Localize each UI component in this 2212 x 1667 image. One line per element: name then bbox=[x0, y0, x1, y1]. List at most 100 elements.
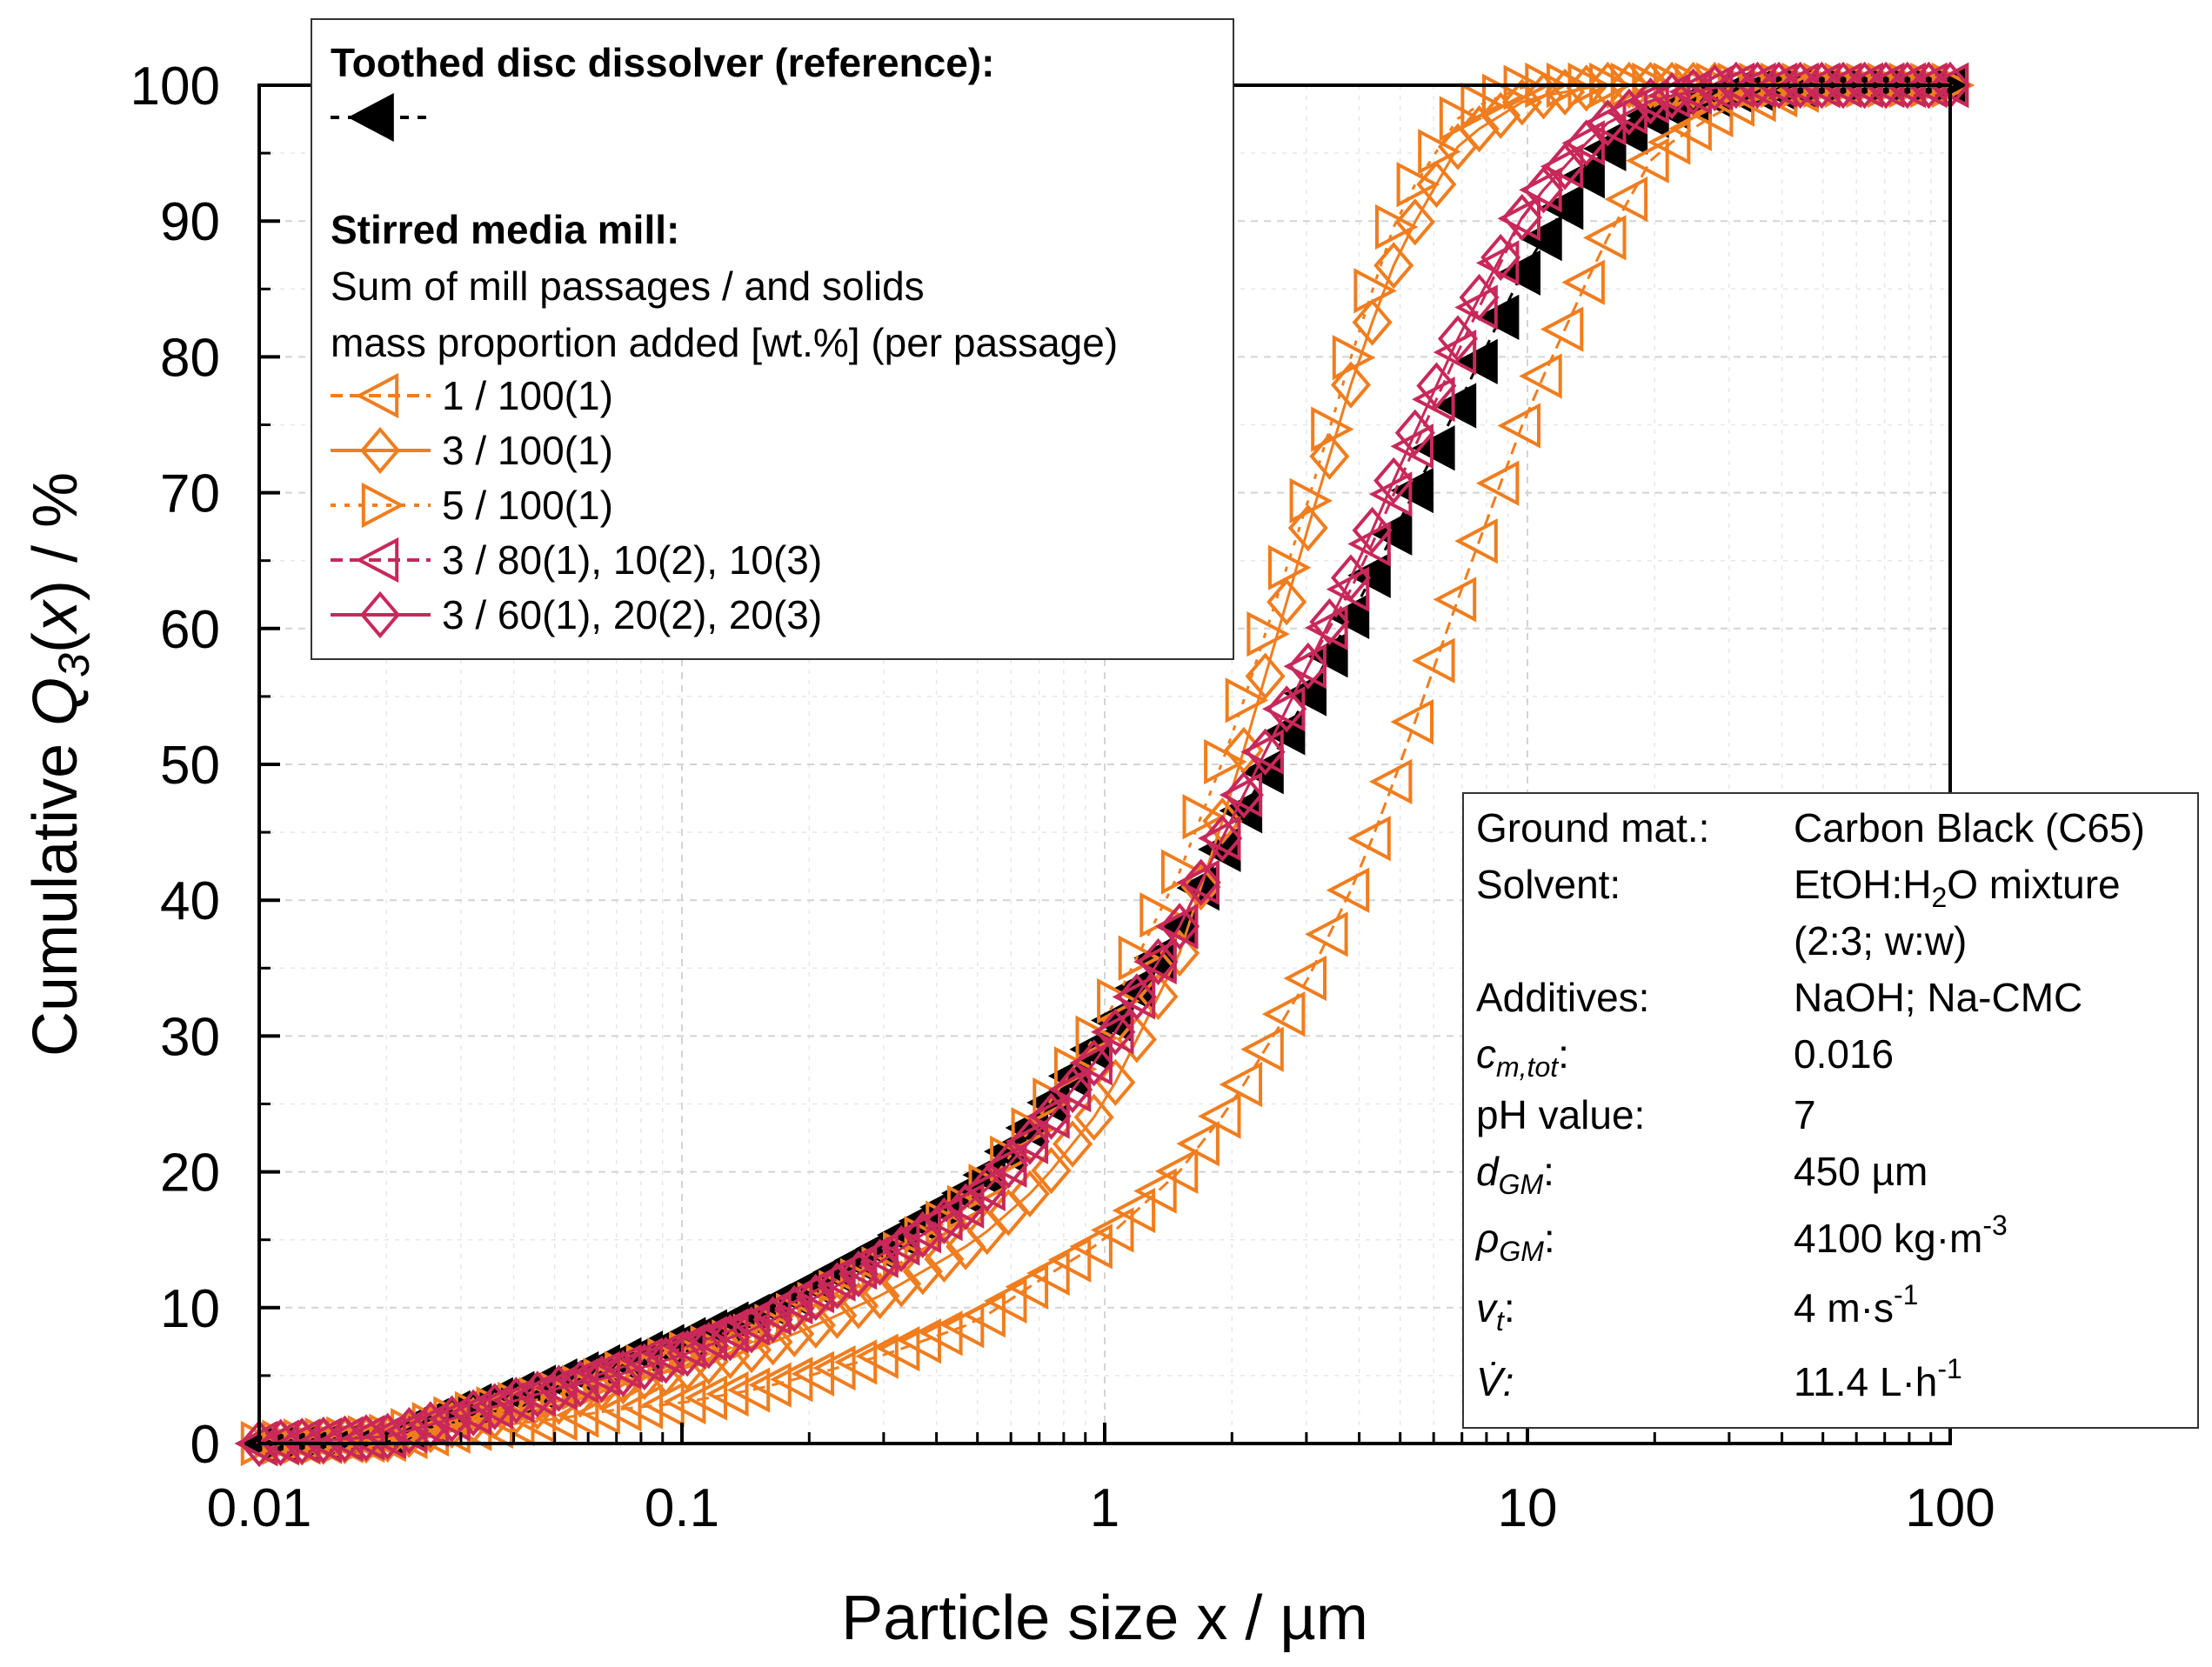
data-point bbox=[238, 1419, 280, 1468]
data-point bbox=[1223, 771, 1264, 819]
data-point bbox=[1176, 1121, 1220, 1167]
series-s5 bbox=[238, 61, 1971, 1468]
data-point bbox=[769, 1357, 813, 1403]
data-point bbox=[1202, 814, 1243, 863]
info-row-grinding-media-size: dGM: 450 µm bbox=[1476, 1149, 1928, 1200]
data-point bbox=[1311, 406, 1354, 452]
info-value: (2:3; w:w) bbox=[1794, 918, 1967, 964]
legend-frame bbox=[311, 18, 1234, 660]
data-point bbox=[538, 1364, 579, 1412]
data-point bbox=[1118, 935, 1162, 981]
legend-mill-description-1: Sum of mill passages / and solids bbox=[331, 263, 925, 309]
y-tick-label: 30 bbox=[160, 1007, 220, 1067]
data-point bbox=[1608, 88, 1649, 136]
y-tick-label: 70 bbox=[160, 464, 220, 524]
y-tick-label: 10 bbox=[160, 1279, 220, 1339]
data-point bbox=[1116, 973, 1157, 1021]
data-point bbox=[1289, 477, 1333, 524]
info-value: 4100 kg·m-3 bbox=[1794, 1210, 2008, 1261]
data-point bbox=[876, 1220, 920, 1266]
data-point bbox=[1031, 1092, 1072, 1140]
legend-entry-s4: 3 / 80(1), 10(2), 10(3) bbox=[331, 537, 822, 583]
data-point bbox=[1095, 1058, 1136, 1106]
legend-entry-s1: 1 / 100(1) bbox=[331, 372, 613, 419]
data-point bbox=[1009, 1170, 1050, 1217]
data-point bbox=[1459, 273, 1500, 322]
data-point bbox=[859, 1272, 900, 1320]
data-point bbox=[1005, 1264, 1049, 1310]
data-point bbox=[924, 1235, 965, 1283]
data-point bbox=[1287, 504, 1328, 552]
data-point bbox=[1245, 652, 1286, 700]
x-tick-label: 10 bbox=[1498, 1478, 1558, 1538]
data-point bbox=[1501, 78, 1542, 126]
y-tick-label: 50 bbox=[160, 736, 220, 796]
data-point bbox=[577, 1389, 620, 1435]
data-point bbox=[624, 1343, 665, 1390]
info-row-concentration: cm,tot: 0.016 bbox=[1476, 1031, 1894, 1083]
data-point bbox=[1394, 409, 1435, 457]
data-point bbox=[1373, 242, 1414, 290]
y-tick-label: 0 bbox=[190, 1415, 220, 1475]
data-point bbox=[1412, 425, 1455, 471]
data-point bbox=[1460, 82, 1504, 129]
info-row-ground-material: Ground mat.: Carbon Black (C65) bbox=[1476, 805, 2145, 850]
legend-marker bbox=[359, 590, 401, 639]
data-point bbox=[1545, 143, 1586, 190]
data-point bbox=[1266, 578, 1307, 626]
data-point bbox=[1433, 577, 1477, 623]
data-point bbox=[1352, 298, 1393, 346]
data-point bbox=[1352, 506, 1393, 554]
data-point bbox=[1154, 1148, 1199, 1195]
info-row-flow-rate: V̇: 11.4 L·h-1 bbox=[1476, 1353, 1962, 1404]
x-tick-labels: 0.01 0.1 1 10 100 bbox=[207, 1478, 1995, 1538]
data-point bbox=[1418, 129, 1461, 175]
data-point bbox=[1519, 353, 1562, 399]
data-point bbox=[603, 1350, 644, 1397]
data-point bbox=[410, 1401, 451, 1449]
y-axis-title: Cumulative Q3(x) / % bbox=[21, 472, 98, 1057]
data-point bbox=[1009, 1117, 1050, 1165]
data-point bbox=[1604, 176, 1648, 223]
info-row-additives: Additives: NaOH; Na-CMC bbox=[1476, 975, 2082, 1020]
data-point bbox=[1412, 637, 1455, 683]
data-point bbox=[1566, 119, 1607, 167]
data-point bbox=[260, 1418, 301, 1466]
legend-label: 5 / 100(1) bbox=[442, 483, 613, 528]
data-point bbox=[984, 1277, 1027, 1324]
data-point bbox=[1180, 863, 1221, 911]
legend-reference-heading: Toothed disc dissolver (reference): bbox=[331, 40, 994, 85]
data-point bbox=[1073, 1093, 1114, 1141]
data-point bbox=[1396, 162, 1440, 208]
data-point bbox=[1266, 685, 1307, 733]
info-label: pH value: bbox=[1476, 1092, 1645, 1137]
y-tick-label: 40 bbox=[160, 871, 220, 931]
data-point bbox=[1480, 91, 1521, 139]
series-s1 bbox=[234, 62, 1969, 1467]
data-point bbox=[1587, 99, 1628, 147]
data-point bbox=[389, 1407, 430, 1455]
x-tick-label: 1 bbox=[1090, 1478, 1119, 1538]
info-value: 0.016 bbox=[1794, 1031, 1894, 1077]
info-box: Ground mat.: Carbon Black (C65) Solvent:… bbox=[1462, 792, 2199, 1429]
data-point bbox=[474, 1383, 515, 1430]
x-tick-label: 100 bbox=[1905, 1478, 1995, 1538]
info-row-ph: pH value: 7 bbox=[1476, 1092, 1816, 1137]
data-point bbox=[731, 1306, 772, 1354]
legend-label: 3 / 100(1) bbox=[442, 428, 613, 473]
data-point bbox=[431, 1395, 472, 1443]
info-label: V̇: bbox=[1476, 1359, 1514, 1404]
data-point bbox=[1394, 198, 1435, 246]
data-point bbox=[641, 1381, 685, 1428]
data-point bbox=[1225, 677, 1269, 723]
data-point bbox=[1159, 903, 1200, 950]
data-point bbox=[1694, 63, 1735, 112]
data-point bbox=[726, 1367, 771, 1413]
data-point bbox=[712, 1319, 755, 1365]
data-point bbox=[1182, 794, 1226, 840]
info-box-frame bbox=[1462, 792, 2199, 1429]
data-point bbox=[1180, 858, 1221, 906]
data-point bbox=[1326, 593, 1370, 640]
data-point bbox=[555, 1392, 599, 1438]
data-point bbox=[752, 1296, 793, 1344]
